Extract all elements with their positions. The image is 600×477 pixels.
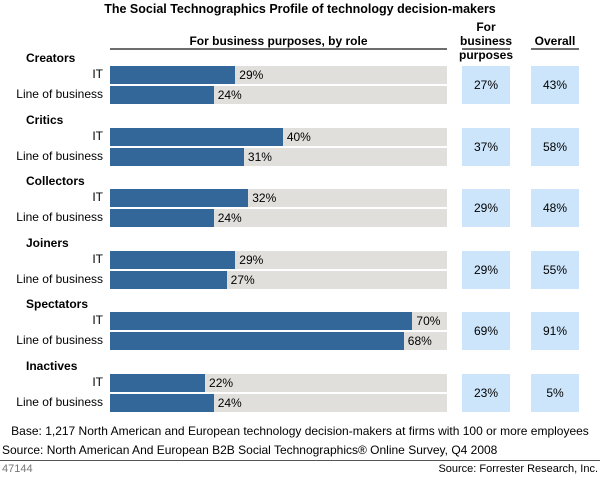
role-label: Line of business: [16, 87, 103, 101]
footer-rule: [0, 460, 600, 461]
role-label: IT: [92, 67, 103, 81]
overall-value: 43%: [531, 66, 579, 104]
credit-note: Source: Forrester Research, Inc.: [438, 463, 598, 475]
header-by-role-rule: [110, 48, 447, 50]
bar-value-label: 40%: [286, 129, 311, 144]
business-value: 29%: [462, 250, 510, 289]
group-label: Inactives: [26, 358, 78, 373]
role-label: Line of business: [16, 394, 103, 409]
bar-value-label: 32%: [252, 191, 277, 205]
header-by-role: For business purposes, by role: [189, 34, 368, 48]
bar-value-label: 24%: [217, 88, 242, 102]
header-business: For business purposes: [458, 20, 513, 62]
business-value: 37%: [462, 127, 510, 166]
bar-value-label: 31%: [247, 149, 272, 164]
group-label: Joiners: [26, 235, 69, 250]
bar-value-label: 29%: [239, 252, 264, 267]
role-label: IT: [92, 128, 103, 143]
overall-value: 55%: [531, 250, 579, 289]
bar-value-label: 27%: [230, 272, 255, 287]
role-label: Line of business: [16, 333, 103, 347]
role-label: Line of business: [16, 148, 103, 163]
bar-lob: [110, 332, 404, 350]
bar-it: [110, 312, 413, 330]
bar-value-label: 24%: [217, 395, 242, 410]
bar-it: [110, 373, 206, 392]
role-label: IT: [92, 313, 103, 327]
chart-title: The Social Technographics Profile of tec…: [104, 2, 496, 16]
overall-value: 91%: [531, 312, 579, 350]
source-note: Source: North American And European B2B …: [2, 443, 498, 457]
header-overall: Overall: [534, 34, 576, 48]
business-value: 29%: [462, 189, 510, 227]
header-business-rule: [462, 48, 510, 50]
role-label: IT: [92, 374, 103, 389]
overall-value: 5%: [531, 373, 579, 412]
bar-it: [110, 189, 249, 207]
bar-value-label: 29%: [239, 68, 264, 82]
group-label: Collectors: [26, 174, 85, 188]
bar-it: [110, 127, 283, 146]
bar-value-label: 70%: [416, 314, 441, 328]
bar-lob: [110, 147, 244, 166]
role-label: IT: [92, 190, 103, 204]
bar-value-label: 24%: [217, 211, 242, 225]
role-label: Line of business: [16, 210, 103, 224]
group-label: Critics: [26, 112, 64, 127]
bar-value-label: 68%: [407, 334, 432, 348]
overall-value: 48%: [531, 189, 579, 227]
group-label: Spectators: [26, 297, 89, 311]
bar-lob: [110, 209, 214, 227]
group-label: Creators: [26, 51, 76, 65]
business-value: 69%: [462, 312, 510, 350]
business-value: 23%: [462, 373, 510, 412]
role-label: Line of business: [16, 271, 103, 286]
bar-it: [110, 250, 236, 269]
role-label: IT: [92, 251, 103, 266]
bar-lob: [110, 393, 214, 412]
bar-lob: [110, 270, 227, 289]
business-value: 27%: [462, 66, 510, 104]
base-note: Base: 1,217 North American and European …: [11, 424, 589, 438]
bar-it: [110, 66, 236, 84]
bar-lob: [110, 86, 214, 104]
overall-value: 58%: [531, 127, 579, 166]
bar-value-label: 22%: [209, 375, 234, 390]
figure-id: 47144: [2, 463, 33, 475]
header-overall-rule: [531, 48, 579, 50]
